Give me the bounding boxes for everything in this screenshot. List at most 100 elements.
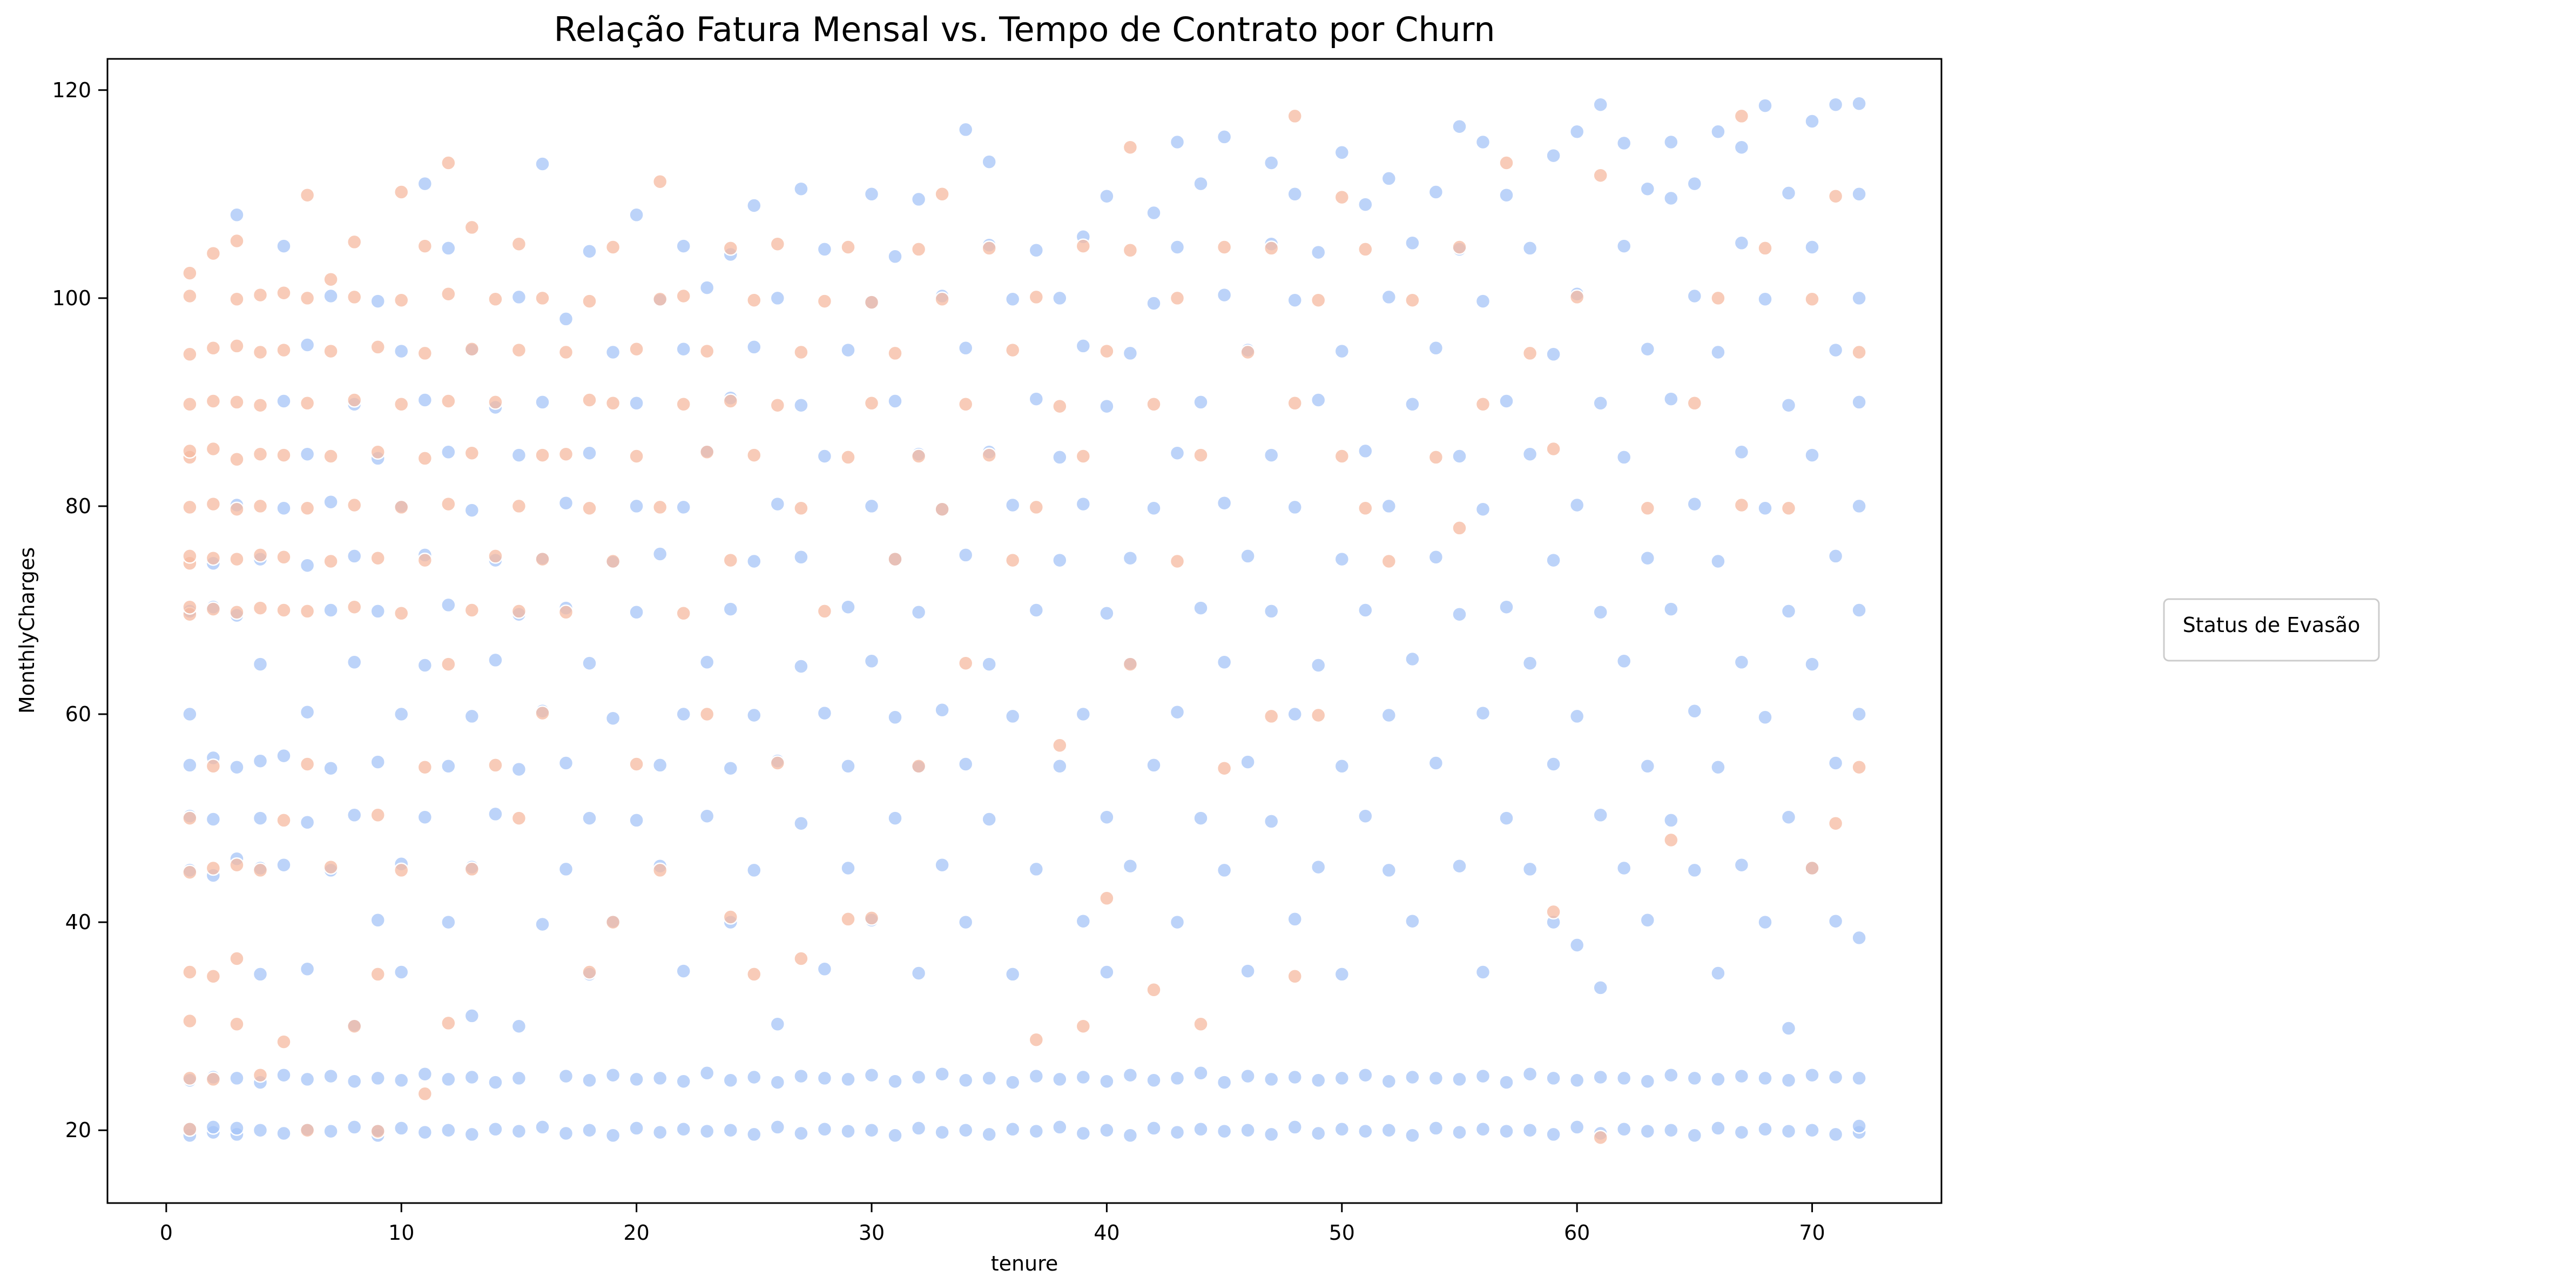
scatter-point: [1640, 912, 1656, 928]
scatter-point: [1381, 1073, 1397, 1089]
scatter-point: [1428, 1070, 1444, 1086]
scatter-point: [393, 397, 409, 412]
scatter-point: [464, 861, 480, 877]
scatter-point: [276, 549, 292, 565]
scatter-point: [1710, 1120, 1726, 1136]
scatter-point: [699, 1065, 715, 1081]
scatter-point: [535, 290, 550, 306]
scatter-point: [746, 198, 762, 213]
scatter-point: [887, 248, 903, 265]
scatter-point: [676, 706, 691, 722]
scatter-point: [511, 289, 527, 305]
scatter-point: [1593, 395, 1608, 411]
scatter-point: [182, 443, 198, 459]
scatter-point: [1193, 1016, 1209, 1032]
scatter-point: [1146, 205, 1162, 221]
scatter-point: [1099, 890, 1115, 906]
scatter-point: [957, 122, 974, 138]
scatter-point: [1028, 1068, 1044, 1084]
scatter-point: [299, 603, 315, 619]
scatter-point: [1193, 1065, 1209, 1081]
scatter-point: [746, 1126, 762, 1143]
scatter-point: [276, 500, 292, 516]
scatter-point: [1216, 1074, 1232, 1090]
scatter-point: [629, 1120, 644, 1136]
scatter-point: [699, 1123, 715, 1139]
scatter-point: [299, 1071, 315, 1087]
scatter-point: [746, 292, 762, 308]
scatter-point: [1522, 240, 1538, 256]
scatter-point: [346, 234, 362, 250]
scatter-point: [770, 290, 786, 306]
scatter-point: [1663, 1122, 1679, 1138]
legend-title: Status de Evasão: [2183, 613, 2361, 637]
scatter-point: [1687, 703, 1703, 719]
scatter-point: [1475, 1068, 1491, 1084]
scatter-point: [346, 548, 362, 564]
scatter-point: [229, 951, 245, 966]
scatter-point: [605, 710, 621, 726]
scatter-point: [535, 551, 550, 567]
scatter-point: [229, 338, 245, 354]
scatter-point: [205, 601, 221, 617]
scatter-point: [1569, 1119, 1585, 1135]
scatter-point: [1804, 1122, 1820, 1138]
scatter-point: [488, 548, 503, 564]
scatter-point: [746, 339, 762, 355]
scatter-point: [441, 240, 456, 256]
scatter-point: [652, 1070, 668, 1086]
scatter-point: [464, 502, 480, 518]
x-axis: 0 10 20 30 40 50 60 70: [160, 1203, 1825, 1245]
scatter-point: [1828, 913, 1844, 929]
scatter-point: [957, 756, 974, 772]
scatter-point: [1734, 654, 1750, 670]
scatter-point: [911, 448, 927, 464]
scatter-point: [441, 496, 456, 512]
scatter-point: [299, 500, 315, 516]
scatter-point: [558, 311, 574, 327]
scatter-point: [1616, 653, 1632, 669]
scatter-point: [535, 156, 550, 172]
scatter-point: [1028, 861, 1044, 877]
scatter-point: [441, 597, 456, 613]
scatter-point: [1734, 444, 1750, 460]
scatter-point: [887, 393, 903, 409]
scatter-point: [934, 186, 950, 202]
scatter-point: [1287, 108, 1303, 124]
scatter-point: [1781, 1072, 1797, 1089]
scatter-point: [1499, 155, 1514, 171]
scatter-point: [699, 444, 715, 460]
scatter-point: [746, 553, 762, 569]
scatter-point: [1452, 1071, 1467, 1087]
scatter-point: [1522, 655, 1538, 671]
scatter-point: [182, 1121, 198, 1137]
scatter-point: [276, 447, 292, 463]
scatter-point: [441, 914, 456, 930]
x-tick-label: 10: [388, 1221, 414, 1245]
scatter-point: [441, 393, 456, 409]
scatter-point: [1169, 134, 1185, 150]
y-tick-label: 80: [65, 494, 91, 518]
scatter-point: [934, 702, 950, 718]
scatter-point: [1546, 1070, 1561, 1086]
scatter-point: [252, 547, 268, 563]
scatter-point: [558, 861, 574, 877]
scatter-point: [511, 603, 527, 619]
scatter-point: [182, 346, 198, 362]
scatter-point: [1287, 969, 1303, 984]
scatter-point: [558, 755, 574, 771]
scatter-point: [1099, 606, 1115, 621]
scatter-point: [1546, 904, 1561, 920]
scatter-point: [229, 452, 245, 467]
scatter-point: [652, 1124, 668, 1140]
scatter-point: [723, 393, 739, 409]
scatter-point: [1146, 982, 1162, 998]
scatter-point: [276, 812, 292, 828]
scatter-point: [323, 1068, 339, 1084]
scatter-point: [840, 911, 856, 927]
scatter-point: [605, 1127, 621, 1144]
scatter-point: [511, 342, 527, 358]
scatter-point: [464, 1069, 480, 1085]
scatter-point: [1240, 754, 1256, 770]
scatter-point: [957, 1122, 974, 1138]
